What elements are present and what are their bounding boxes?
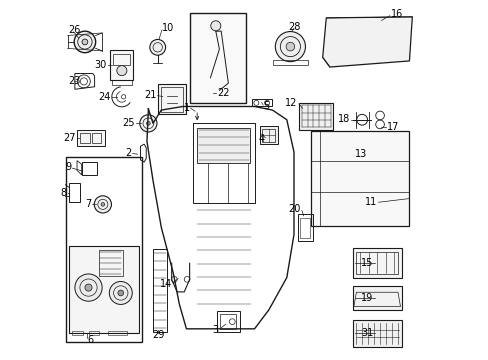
Text: 7: 7 (84, 199, 91, 210)
Text: 22: 22 (217, 88, 230, 98)
Bar (217, 311, 240, 332)
Bar (356, 252, 397, 274)
Text: 12: 12 (285, 98, 297, 108)
Bar (310, 131, 408, 226)
Text: 3: 3 (212, 325, 218, 335)
Circle shape (94, 196, 111, 213)
Text: 30: 30 (94, 60, 106, 70)
Bar (80, 133, 90, 143)
Text: 15: 15 (361, 258, 373, 268)
Circle shape (85, 284, 92, 291)
Text: 10: 10 (162, 23, 174, 33)
Bar (273, 59, 307, 65)
Text: 14: 14 (160, 279, 172, 289)
Bar (66, 157, 142, 342)
Circle shape (149, 40, 165, 55)
Text: 11: 11 (364, 197, 376, 207)
Text: 17: 17 (386, 122, 399, 132)
Bar (99, 250, 122, 276)
Text: 18: 18 (337, 114, 349, 124)
Text: 4: 4 (258, 134, 264, 144)
Text: 13: 13 (354, 149, 366, 159)
Text: 19: 19 (361, 293, 373, 303)
Circle shape (75, 274, 102, 301)
Bar (352, 248, 401, 278)
Bar (352, 286, 401, 310)
Bar (77, 130, 104, 145)
Bar (88, 331, 99, 335)
Text: 6: 6 (87, 334, 93, 345)
Text: 5: 5 (263, 102, 269, 112)
Bar (197, 128, 250, 163)
Bar (113, 54, 130, 64)
Bar (81, 162, 97, 175)
Bar (220, 315, 235, 329)
Circle shape (210, 21, 221, 31)
Circle shape (140, 115, 157, 132)
Bar (69, 183, 80, 202)
Bar (251, 99, 271, 107)
Text: 27: 27 (63, 133, 76, 143)
Bar (112, 80, 132, 85)
Circle shape (118, 290, 123, 296)
Text: 8: 8 (61, 188, 67, 198)
Bar (110, 50, 133, 80)
Text: 9: 9 (65, 162, 72, 172)
Text: 20: 20 (287, 204, 300, 215)
Circle shape (82, 39, 88, 45)
Bar (300, 219, 310, 238)
Text: 1: 1 (183, 103, 190, 113)
Bar (92, 133, 101, 143)
Circle shape (109, 282, 132, 305)
Circle shape (275, 32, 305, 62)
Text: 23: 23 (68, 76, 80, 86)
Bar (72, 331, 83, 335)
Text: 2: 2 (125, 148, 131, 158)
Bar (161, 87, 183, 112)
Bar (352, 320, 401, 347)
Text: 21: 21 (144, 90, 156, 100)
Circle shape (146, 122, 150, 125)
Bar (368, 151, 388, 167)
Circle shape (285, 42, 294, 51)
Text: 26: 26 (68, 25, 80, 35)
Text: 28: 28 (287, 22, 300, 32)
Text: 25: 25 (122, 118, 135, 128)
Circle shape (74, 31, 96, 53)
Bar (297, 214, 313, 241)
Bar (260, 126, 277, 144)
Bar (190, 13, 246, 103)
Text: 16: 16 (390, 9, 402, 19)
Bar (69, 246, 139, 333)
Text: 24: 24 (99, 92, 111, 102)
Polygon shape (322, 17, 411, 67)
Circle shape (101, 203, 104, 206)
Bar (153, 249, 167, 332)
Bar (370, 154, 386, 165)
Bar (262, 129, 275, 141)
Bar (298, 103, 333, 130)
Circle shape (117, 66, 126, 76)
Bar (158, 84, 185, 114)
Text: 29: 29 (152, 330, 164, 340)
Bar (107, 331, 127, 335)
Text: 31: 31 (361, 328, 373, 338)
